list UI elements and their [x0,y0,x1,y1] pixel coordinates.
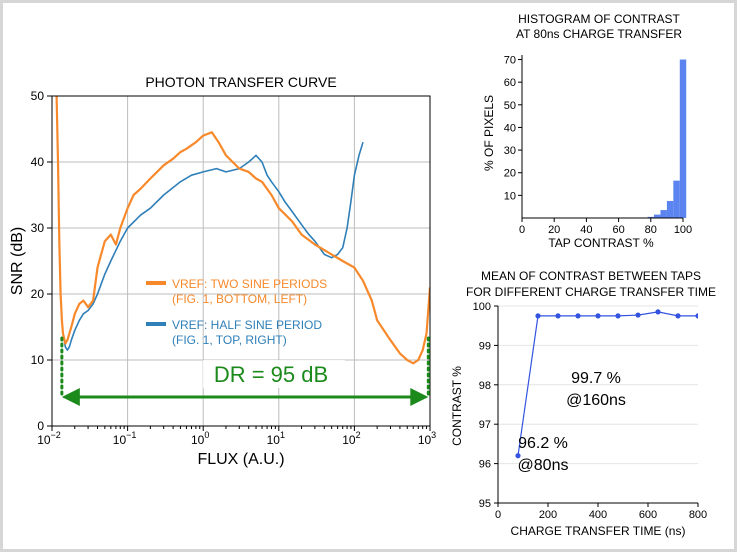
contrast-point [535,313,541,319]
annot-962-line1: 96.2 % [518,435,568,452]
dr-label: DR = 95 dB [214,362,328,387]
hist-y-tick-label: 40 [504,122,516,134]
contrast-point [615,313,621,319]
ptc-x-tick-label: 103 [418,430,436,447]
hist-x-tick-label: 100 [674,224,692,236]
contrast-x-tick-label: 800 [689,509,707,521]
legend-orange-label: VREF: TWO SINE PERIODS [172,277,327,291]
hist-x-tick-label: 80 [645,224,657,236]
hist-bar [647,216,655,218]
dr-label-box [203,360,345,388]
dr-annotation: DR = 95 dB [60,336,430,406]
contrast-series [515,309,698,459]
hist-x-tick-label: 60 [612,224,624,236]
contrast-point [655,309,661,315]
ptc-x-tick-label: 10−1 [113,430,137,447]
ptc-series [55,96,430,365]
hist-x-tick-label: 40 [580,224,592,236]
ptc-chart: PHOTON TRANSFER CURVE 10−2 10−1 100 101 102 1… [9,74,436,468]
contrast-y-tick-label: 99 [479,340,491,352]
dr-arrow-head-left [61,388,80,406]
contrast-y-tick-label: 96 [479,459,491,471]
ptc-x-label: FLUX (A.U.) [197,451,284,468]
legend-blue-label: VREF: HALF SINE PERIOD [172,318,322,332]
contrast-x-tick-label: 0 [495,509,501,521]
hist-y-tick-label: 70 [504,55,516,67]
hist-y-tick-label: 60 [504,77,516,89]
hist-bar [660,210,667,218]
hist-bar [679,59,687,219]
contrast-line [517,311,698,456]
ptc-blue-curve [63,141,364,351]
hist-y-tick-label: 50 [504,100,516,112]
hist-y-tick-label: 20 [504,168,516,180]
hist-subtitle: AT 80ns CHARGE TRANSFER [516,27,682,41]
hist-y-label: % OF PIXELS [482,95,496,171]
contrast-x-label: CHARGE TRANSFER TIME (ns) [511,524,686,538]
contrast-point [695,313,698,319]
histogram-chart: HISTOGRAM OF CONTRAST AT 80ns CHARGE TRA… [482,12,692,250]
contrast-y-tick-label: 100 [473,301,491,313]
ptc-orange-curve [55,96,430,365]
contrast-x-tick-label: 200 [539,509,557,521]
annot-962-line2: @80ns [518,457,569,474]
ptc-x-tick-label: 102 [342,430,360,447]
contrast-y-tick-label: 98 [479,380,491,392]
ptc-x-tick-label: 100 [191,430,209,447]
ptc-y-tick-label: 20 [31,287,45,301]
ptc-x-tick-label: 10−2 [37,430,61,447]
contrast-point [515,453,521,459]
contrast-y-label: CONTRAST % [450,366,464,446]
ptc-plot-border [51,95,431,427]
hist-bars [647,59,687,219]
contrast-y-tick-label: 97 [479,419,491,431]
dr-arrow-head-right [410,388,429,406]
contrast-axes: 0 200 400 600 800 95 96 97 98 99 100 [473,301,708,521]
hist-x-label: TAP CONTRAST % [548,236,654,250]
hist-y-tick-label: 30 [504,145,516,157]
contrast-x-tick-label: 400 [589,509,607,521]
ptc-y-tick-label: 0 [37,419,44,433]
ptc-x-tick-label: 101 [267,430,285,447]
legend-orange-sublabel: (FIG. 1, BOTTOM, LEFT) [172,292,307,306]
contrast-x-tick-label: 600 [639,509,657,521]
ptc-y-tick-label: 10 [31,353,45,367]
contrast-point [595,313,601,319]
hist-bar [666,201,674,218]
contrast-subtitle: FOR DIFFERENT CHARGE TRANSFER TIME [466,285,716,299]
hist-bar [654,214,661,218]
contrast-chart: MEAN OF CONTRAST BETWEEN TAPS FOR DIFFER… [450,269,716,538]
annot-997-line2: @160ns [566,392,626,409]
contrast-point [635,312,641,318]
ptc-y-label: SNR (dB) [9,227,26,295]
ptc-y-tick-label: 30 [31,221,45,235]
annot-997-line1: 99.7 % [571,370,621,387]
hist-x-tick-label: 20 [548,224,560,236]
hist-x-tick-label: 0 [519,224,525,236]
ptc-title: PHOTON TRANSFER CURVE [145,74,336,90]
contrast-point [675,313,681,319]
hist-title: HISTOGRAM OF CONTRAST [518,12,680,26]
contrast-title: MEAN OF CONTRAST BETWEEN TAPS [481,269,701,283]
hist-axes: 0 20 40 60 80 100 10 20 30 40 50 60 70 [504,55,692,236]
contrast-point [555,313,561,319]
ptc-y-tick-label: 40 [31,155,45,169]
hist-bar [673,180,680,218]
legend-blue-sublabel: (FIG. 1, TOP, RIGHT) [172,333,287,347]
contrast-point [575,313,581,319]
contrast-y-tick-label: 95 [479,498,491,510]
ptc-axes: 10−2 10−1 100 101 102 103 0 10 20 30 40 50 [31,89,437,447]
ptc-y-tick-label: 50 [31,89,45,103]
hist-y-tick-label: 10 [504,190,516,202]
ptc-legend: VREF: TWO SINE PERIODS (FIG. 1, BOTTOM, … [146,277,327,347]
